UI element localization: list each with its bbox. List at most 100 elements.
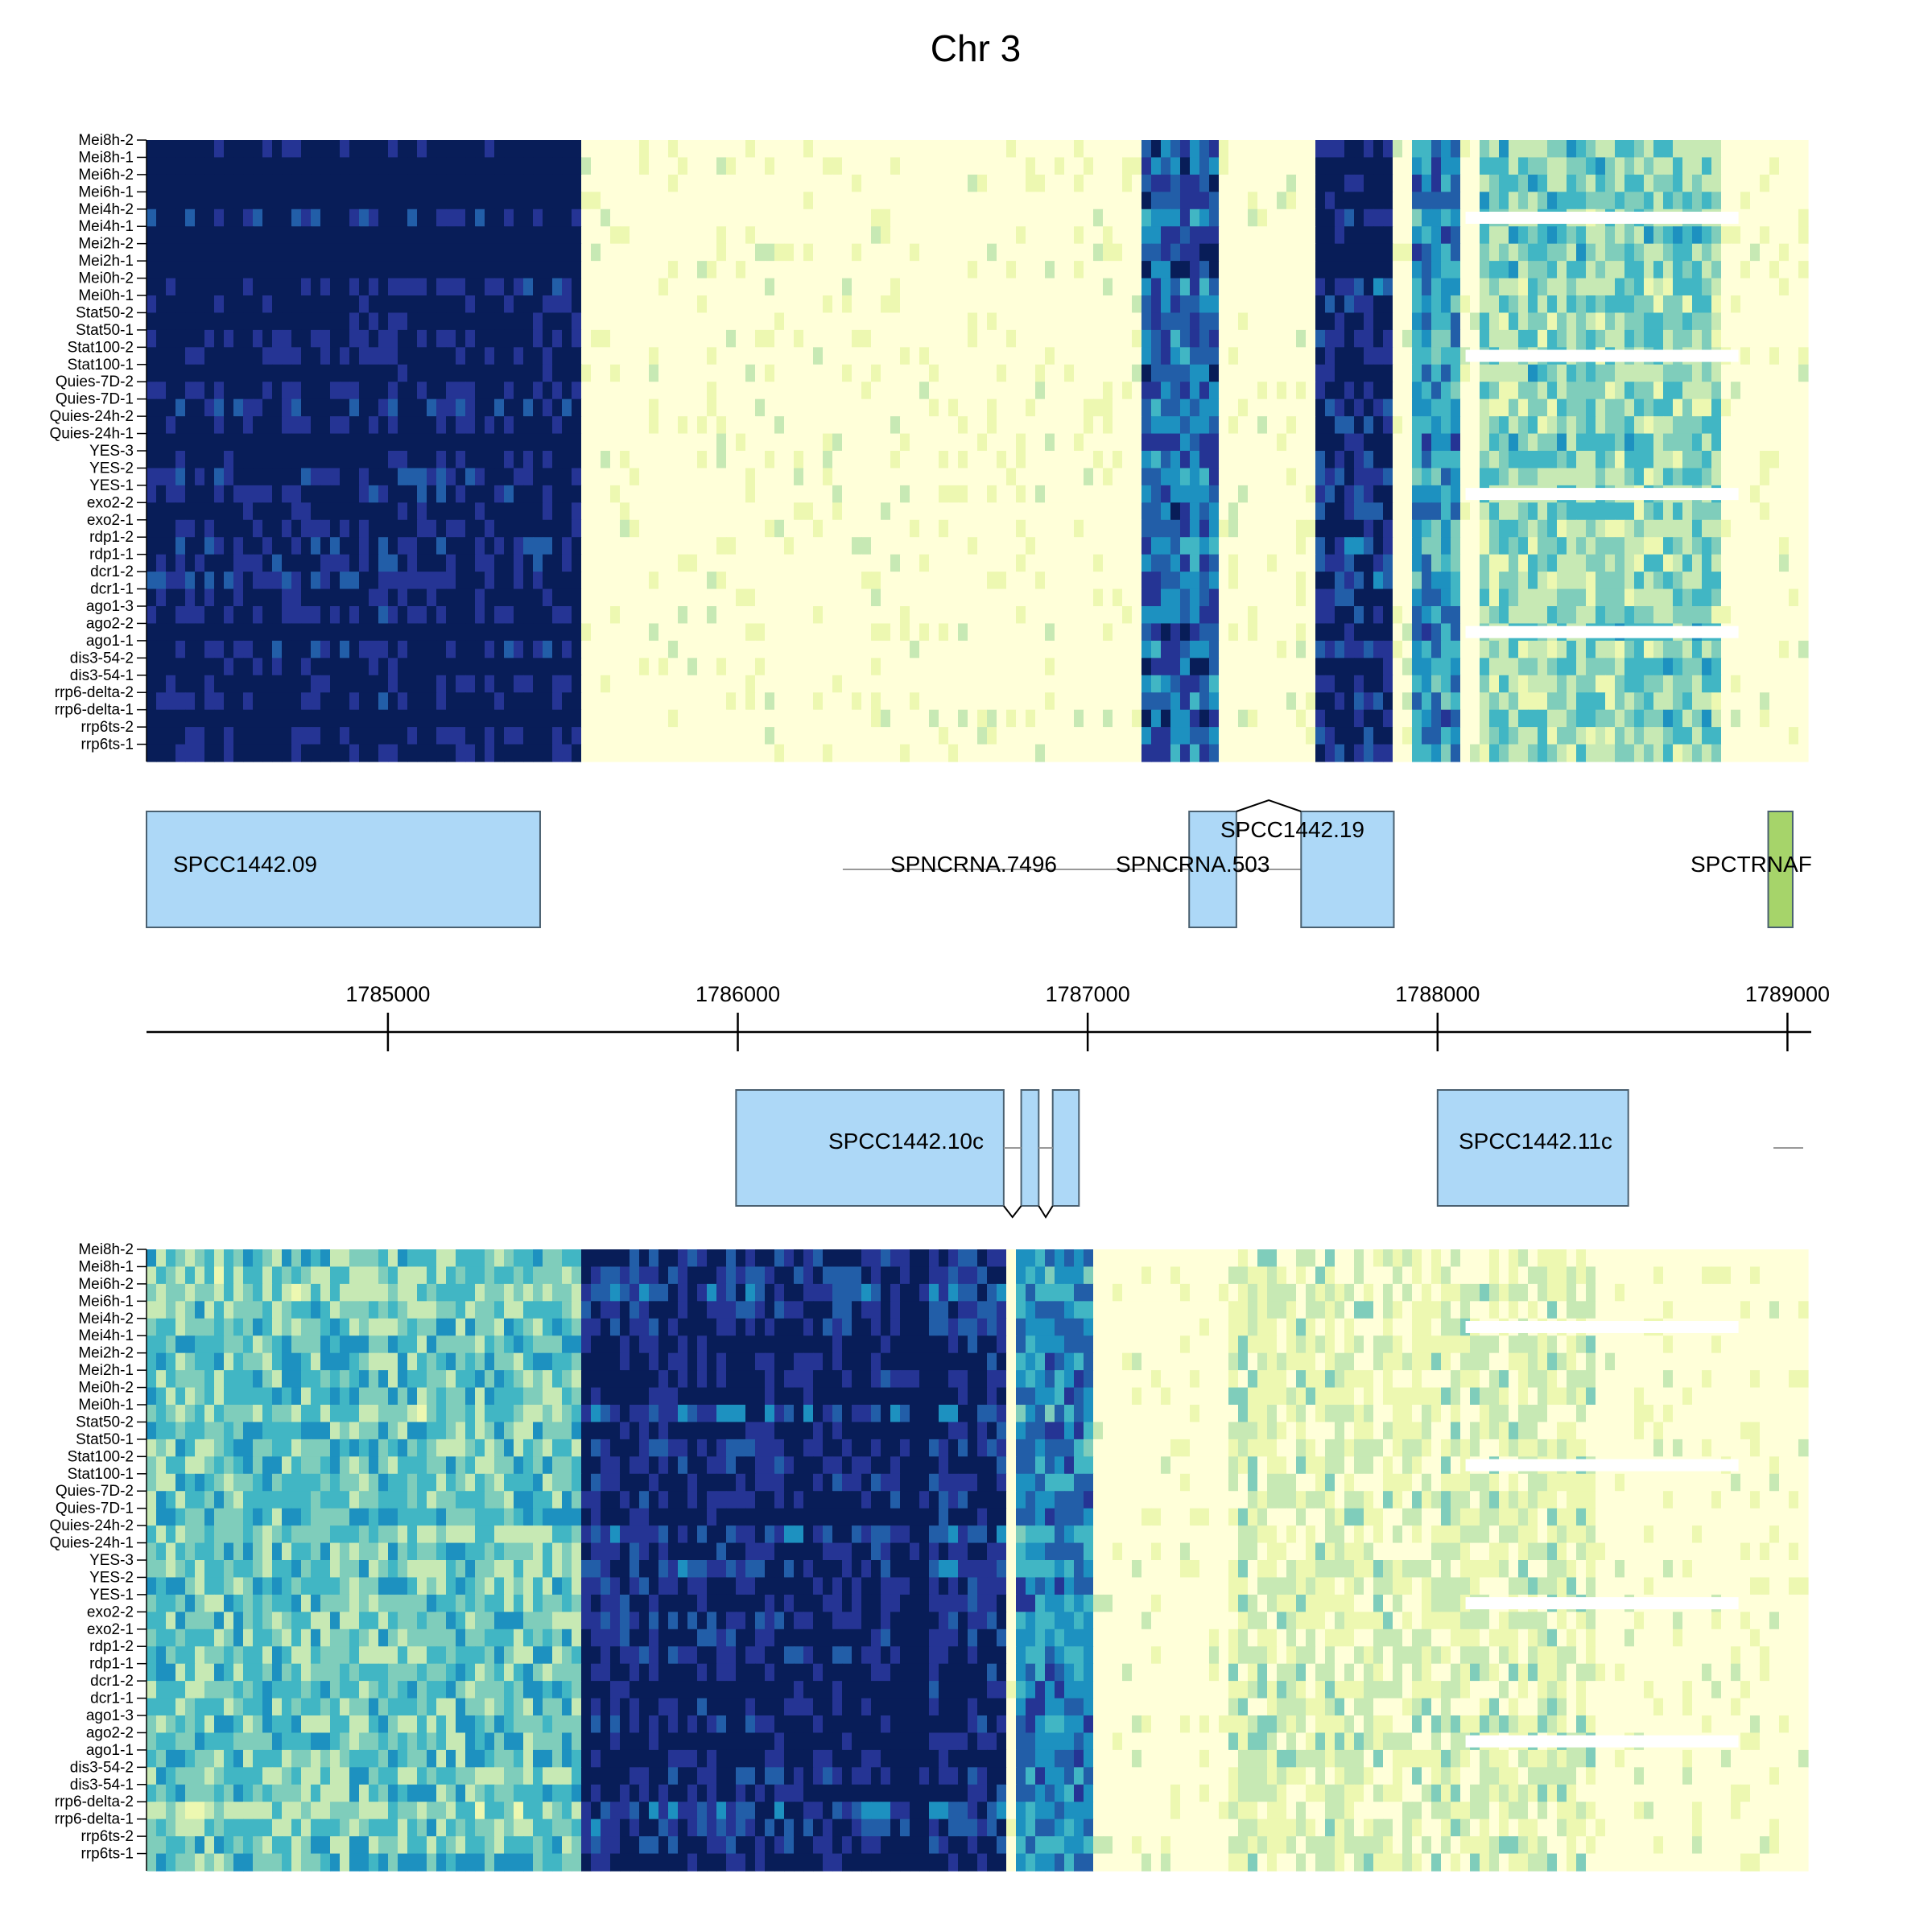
top-heatmap-cell [813, 364, 824, 382]
top-heatmap-cell [929, 433, 939, 452]
top-heatmap-cell [562, 433, 572, 452]
top-heatmap-cell [881, 157, 891, 175]
top-heatmap-cell [997, 606, 1007, 625]
top-heatmap-cell [485, 382, 495, 400]
top-heatmap-cell [1228, 623, 1239, 642]
top-heatmap-cell [1644, 312, 1654, 331]
top-heatmap-cell [359, 554, 369, 572]
top-heatmap-cell [1422, 312, 1432, 331]
top-heatmap-cell [214, 468, 225, 486]
top-heatmap-cell [1509, 243, 1519, 262]
top-heatmap-cell [562, 519, 572, 538]
top-heatmap-cell [581, 312, 592, 331]
top-heatmap-cell [639, 572, 650, 590]
top-heatmap-cell [446, 295, 456, 314]
top-heatmap-cell [736, 174, 746, 192]
top-heatmap-cell [1209, 174, 1220, 192]
top-heatmap-cell [1190, 192, 1200, 210]
top-heatmap-cell [929, 157, 939, 175]
top-heatmap-cell [639, 468, 650, 486]
top-heatmap-cell [890, 623, 901, 642]
top-heatmap-cell [649, 243, 659, 262]
top-heatmap-cell [1296, 433, 1307, 452]
top-heatmap-cell [1596, 572, 1606, 590]
top-heatmap-cell [977, 364, 988, 382]
top-heatmap-cell [1518, 398, 1529, 417]
top-heatmap-cell [1277, 347, 1287, 365]
top-heatmap-cell [630, 433, 640, 452]
top-heatmap-cell [910, 433, 920, 452]
top-heatmap-cell [1673, 606, 1683, 625]
top-heatmap-cell [601, 519, 611, 538]
top-heatmap-cell [803, 208, 814, 227]
top-heatmap-cell [1740, 554, 1751, 572]
top-heatmap-cell [1769, 502, 1780, 521]
top-heatmap-cell [1644, 416, 1654, 435]
top-heatmap-cell [1596, 433, 1606, 452]
top-heatmap-cell [195, 416, 205, 435]
top-heatmap-cell [1219, 295, 1229, 314]
top-heatmap-cell [658, 312, 669, 331]
top-heatmap-cell [929, 140, 939, 159]
top-heatmap-cell [601, 140, 611, 159]
top-heatmap-cell [832, 226, 843, 245]
top-heatmap-cell [581, 416, 592, 435]
top-heatmap-cell [166, 329, 176, 348]
top-heatmap-cell [852, 382, 862, 400]
top-heatmap-cell [359, 174, 369, 192]
top-heatmap-cell [649, 312, 659, 331]
top-heatmap-cell [320, 519, 331, 538]
top-heatmap-cell [1557, 537, 1567, 555]
top-heatmap-cell [1567, 572, 1577, 590]
top-heatmap-cell [1760, 572, 1770, 590]
top-heatmap-cell [1161, 157, 1171, 175]
top-heatmap-cell [1084, 347, 1094, 365]
top-heatmap-cell [939, 278, 949, 296]
top-heatmap-cell [1335, 623, 1345, 642]
top-heatmap-cell [803, 243, 814, 262]
top-heatmap-cell [494, 329, 505, 348]
top-heatmap-cell [224, 588, 234, 607]
top-heatmap-cell [533, 192, 543, 210]
top-heatmap-cell [1470, 398, 1480, 417]
top-heatmap-cell [1769, 192, 1780, 210]
top-heatmap-cell [436, 261, 447, 279]
top-heatmap-cell [1779, 347, 1790, 365]
top-heatmap-cell [1267, 278, 1278, 296]
top-heatmap-cell [1199, 572, 1210, 590]
top-heatmap-cell [1074, 433, 1084, 452]
top-heatmap-cell [687, 485, 698, 503]
top-heatmap-cell [1354, 416, 1364, 435]
top-heatmap-cell [678, 140, 688, 159]
top-heatmap-missing-band [1465, 625, 1739, 638]
top-heatmap-cell [784, 347, 795, 365]
top-heatmap-cell [794, 347, 804, 365]
top-heatmap-cell [1789, 295, 1799, 314]
top-heatmap-cell [1306, 226, 1316, 245]
top-heatmap-cell [1248, 572, 1258, 590]
top-heatmap-cell [910, 192, 920, 210]
top-heatmap-cell [620, 226, 630, 245]
top-heatmap-cell [1586, 243, 1596, 262]
top-heatmap-cell [620, 588, 630, 607]
top-heatmap-cell [1393, 433, 1403, 452]
top-heatmap-cell [166, 433, 176, 452]
top-heatmap-cell [204, 364, 215, 382]
top-heatmap-cell [900, 312, 910, 331]
top-heatmap-cell [1209, 278, 1220, 296]
top-heatmap-cell [987, 519, 997, 538]
top-heatmap-cell [1354, 468, 1364, 486]
top-heatmap-cell [427, 433, 437, 452]
top-heatmap-cell [987, 347, 997, 365]
top-heatmap-cell [803, 572, 814, 590]
top-heatmap-cell [1760, 433, 1770, 452]
top-heatmap-cell [726, 295, 737, 314]
top-heatmap-cell [707, 261, 717, 279]
top-heatmap-cell [1325, 243, 1335, 262]
top-heatmap-cell [301, 382, 312, 400]
top-heatmap-cell [253, 329, 263, 348]
top-heatmap-cell [1402, 433, 1413, 452]
top-heatmap-cell [523, 572, 534, 590]
top-heatmap-cell [147, 468, 157, 486]
top-heatmap-cell [620, 502, 630, 521]
